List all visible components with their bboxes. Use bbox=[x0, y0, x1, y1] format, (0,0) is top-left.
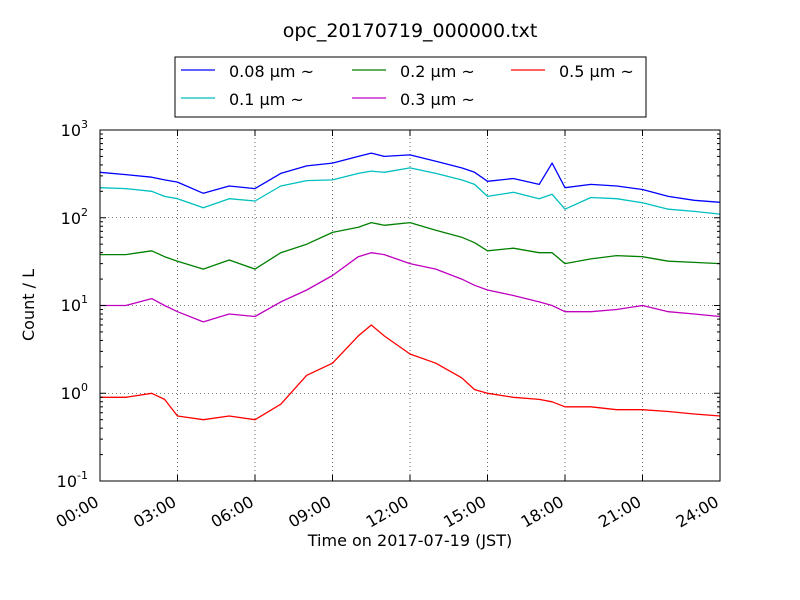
y-tick-labels: 10-1 100 101 102 103 bbox=[57, 118, 88, 491]
legend-label: 0.2 μm ~ bbox=[400, 62, 475, 81]
x-axis-title: Time on 2017-07-19 (JST) bbox=[307, 531, 512, 550]
legend-entry: 0.08 μm ~ bbox=[181, 62, 314, 81]
series-line bbox=[99, 152, 721, 203]
y-axis-title: Count / L bbox=[19, 269, 38, 341]
y-tick-label: 101 bbox=[61, 293, 88, 315]
legend: 0.08 μm ~ 0.1 μm ~ 0.2 μm ~ 0.3 μm ~ 0.5… bbox=[174, 56, 647, 118]
y-tick-label: 103 bbox=[61, 118, 88, 140]
legend-box bbox=[174, 56, 647, 118]
axis-ticks bbox=[99, 129, 721, 482]
legend-entry: 0.1 μm ~ bbox=[181, 90, 304, 109]
legend-label: 0.1 μm ~ bbox=[229, 90, 304, 109]
series-lines bbox=[99, 152, 721, 421]
grid-lines bbox=[100, 130, 720, 481]
legend-label: 0.08 μm ~ bbox=[229, 62, 314, 81]
series-line bbox=[99, 167, 721, 215]
legend-label: 0.5 μm ~ bbox=[559, 62, 634, 81]
series-line bbox=[100, 252, 721, 323]
series-line bbox=[100, 324, 721, 421]
y-tick-label: 102 bbox=[61, 206, 88, 228]
series-line bbox=[100, 221, 721, 270]
chart-title: opc_20170719_000000.txt bbox=[283, 20, 538, 42]
legend-entry: 0.5 μm ~ bbox=[511, 62, 634, 81]
y-tick-label: 10-1 bbox=[57, 469, 88, 491]
y-tick-label: 100 bbox=[61, 381, 88, 403]
legend-entry: 0.2 μm ~ bbox=[352, 62, 475, 81]
legend-entry: 0.3 μm ~ bbox=[352, 90, 475, 109]
legend-label: 0.3 μm ~ bbox=[400, 90, 475, 109]
